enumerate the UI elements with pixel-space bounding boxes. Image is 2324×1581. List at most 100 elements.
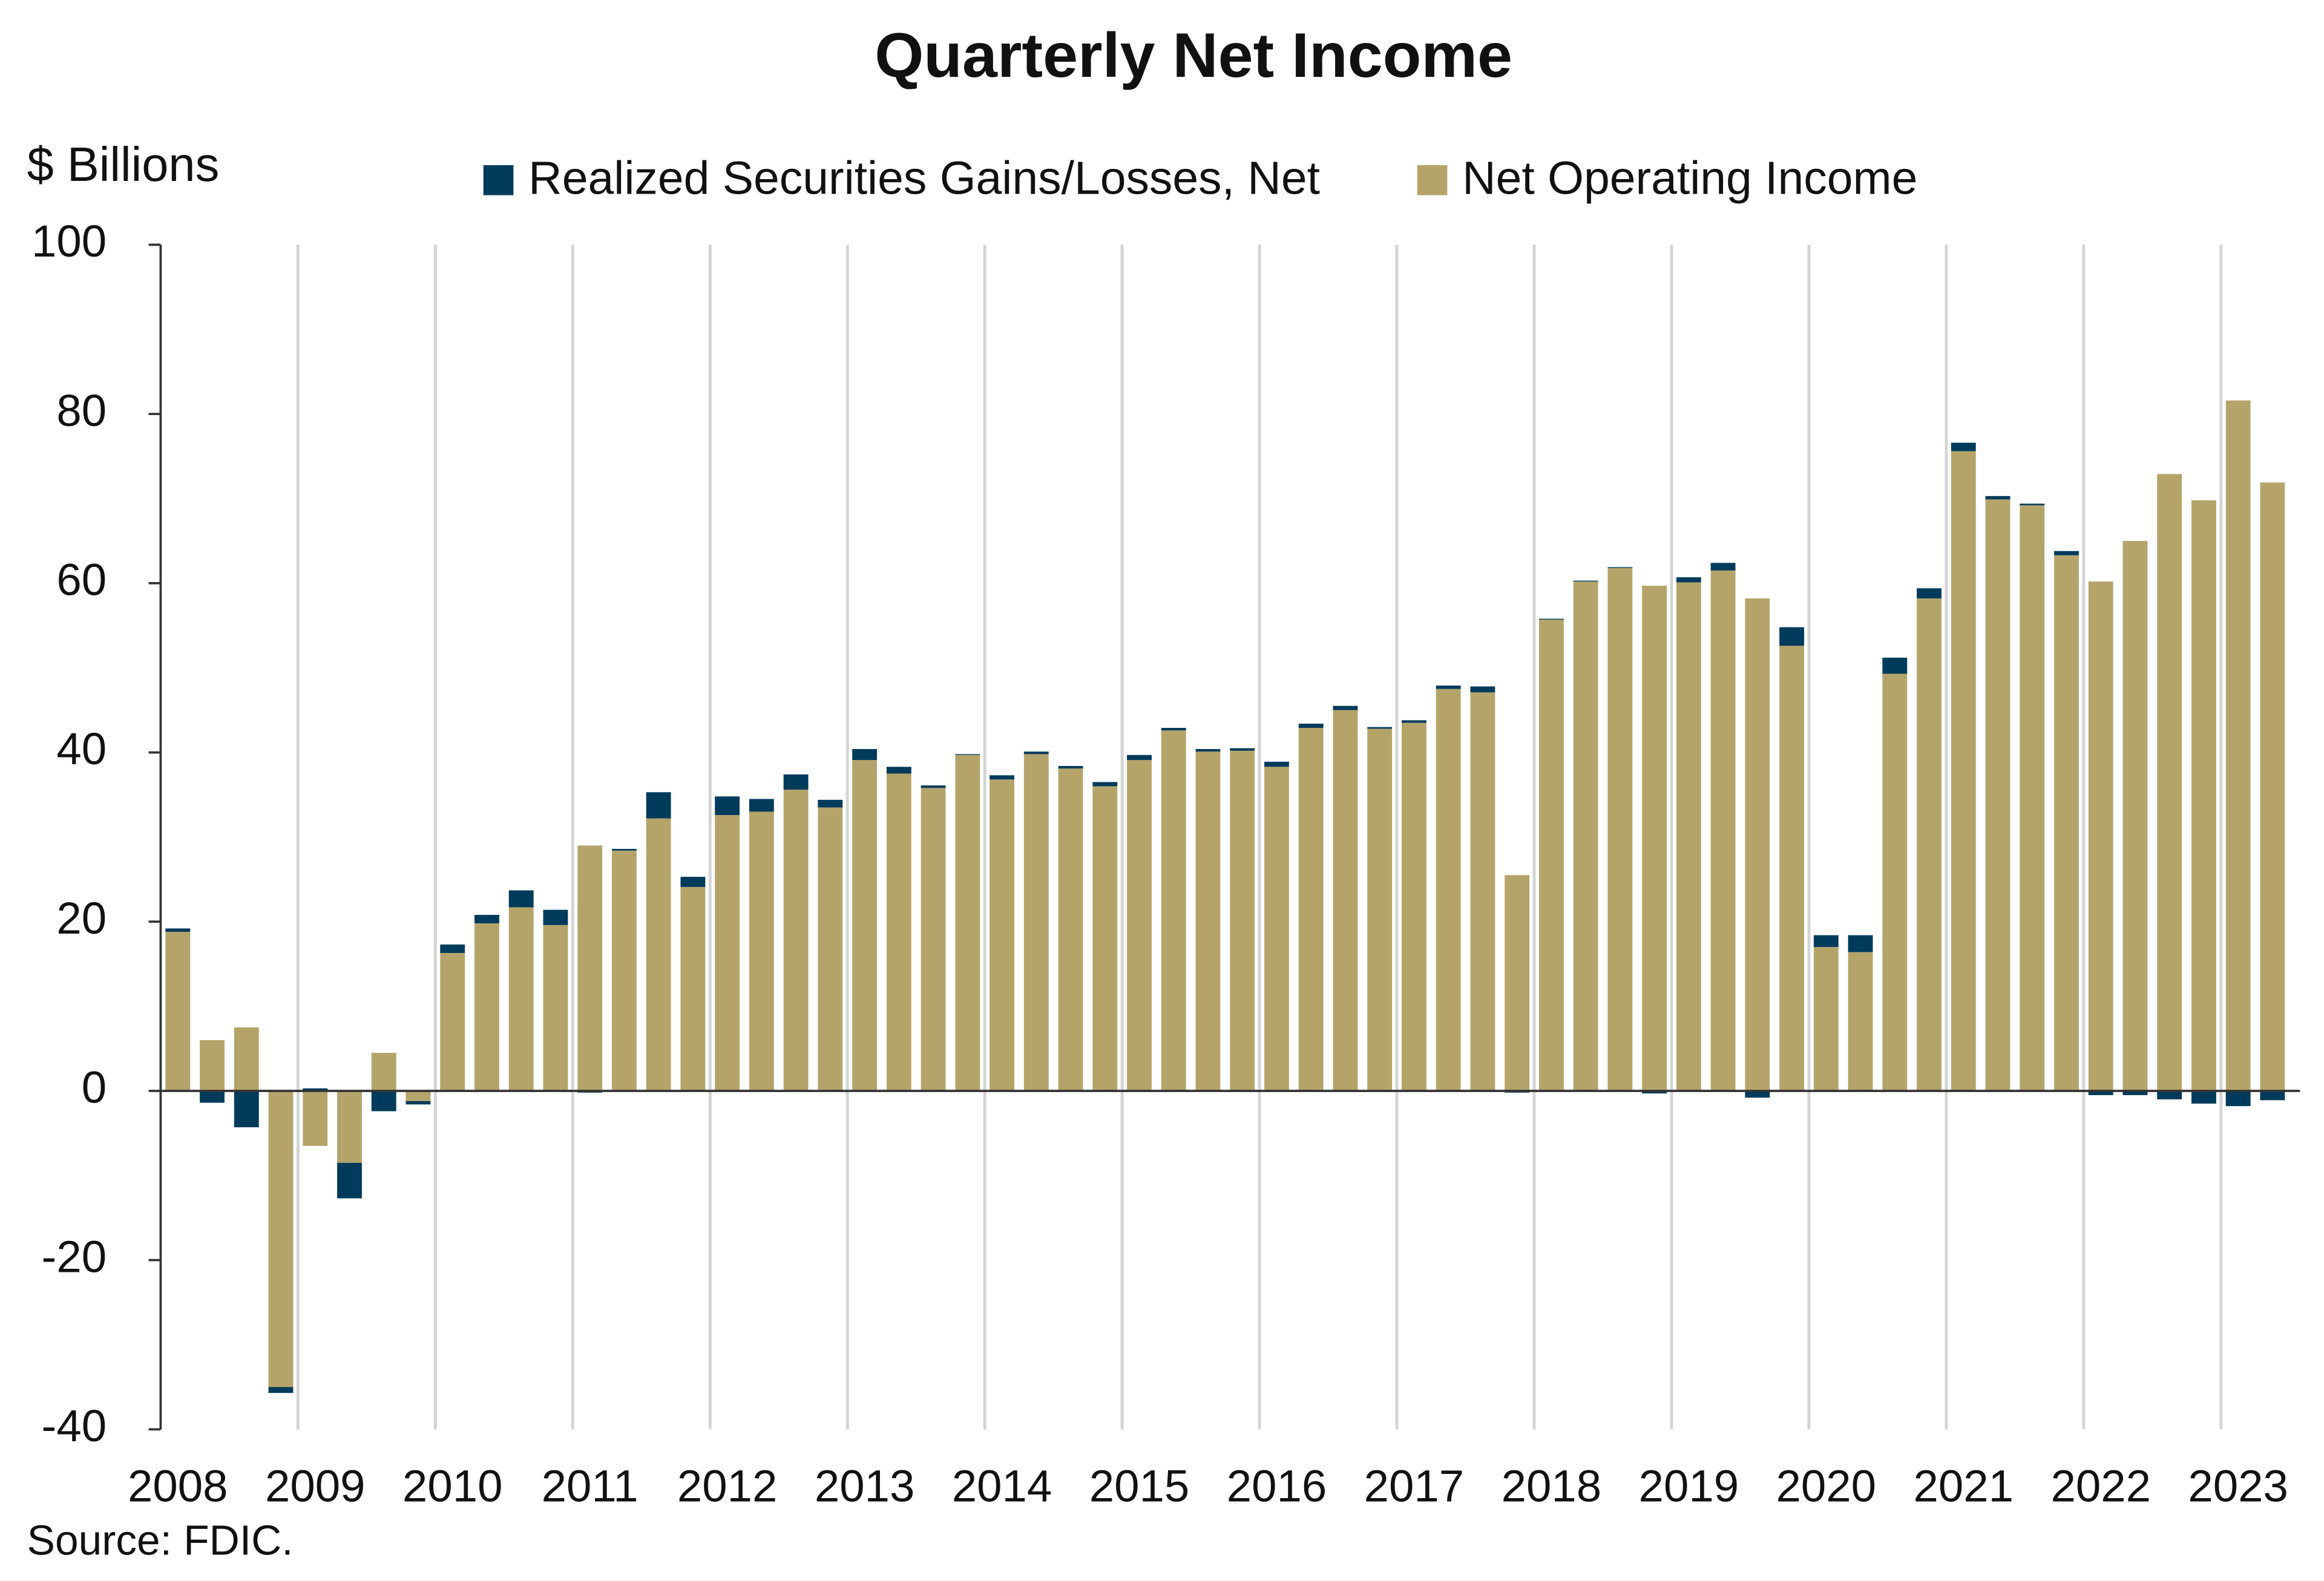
bar-segment <box>371 1053 396 1091</box>
y-tick-label: 100 <box>31 216 107 266</box>
bar-segment <box>1538 618 1564 620</box>
bar-segment <box>1745 598 1770 1091</box>
x-tick-label: 2016 <box>1227 1461 1327 1511</box>
bar-segment <box>2191 1090 2216 1104</box>
bar-segment <box>1985 499 2011 1091</box>
bar-segment <box>921 785 946 788</box>
bar-segment <box>1333 705 1358 710</box>
bar-segment <box>749 799 774 812</box>
bar-segment <box>1367 728 1393 1091</box>
bar-segment <box>2088 1090 2113 1095</box>
y-tick-label: -20 <box>42 1231 107 1281</box>
bar-segment <box>1710 563 1736 571</box>
bar-segment <box>1058 765 1083 769</box>
bar-segment <box>2122 540 2148 1091</box>
bar-segment <box>1779 627 1804 646</box>
bar-segment <box>303 1090 328 1146</box>
bar-segment <box>1538 620 1564 1091</box>
bar-segment <box>1470 686 1495 693</box>
bar-segment <box>886 767 911 774</box>
bar-segment <box>2020 505 2045 1091</box>
bar-segment <box>1470 692 1495 1091</box>
x-tick-label: 2011 <box>542 1461 638 1511</box>
bar-segment <box>1264 767 1289 1091</box>
bar-segment <box>1917 588 1942 599</box>
legend-label: Realized Securities Gains/Losses, Net <box>528 152 1320 205</box>
bar-segment <box>2122 1090 2148 1095</box>
x-tick-label: 2020 <box>1776 1461 1877 1511</box>
bar-segment <box>955 754 980 1091</box>
bar-segment <box>1951 451 1976 1091</box>
bar-segment <box>1607 567 1633 568</box>
x-tick-label: 2018 <box>1502 1461 1602 1511</box>
bar-segment <box>1058 768 1083 1091</box>
bar-segment <box>1676 582 1701 1091</box>
bar-segment <box>234 1090 259 1128</box>
bar-segment <box>405 1101 431 1105</box>
bar-segment <box>268 1090 294 1387</box>
bar-segment <box>2088 581 2113 1091</box>
bar-segment <box>680 877 706 887</box>
bar-segment <box>1642 1090 1667 1094</box>
bar-segment <box>1195 748 1221 752</box>
source-note: Source: FDIC. <box>27 1516 294 1563</box>
bar-segment <box>1882 673 1908 1091</box>
x-tick-label: 2010 <box>402 1461 503 1511</box>
bar-segment <box>749 811 774 1091</box>
x-tick-label: 2008 <box>128 1461 228 1511</box>
x-tick-label: 2019 <box>1639 1461 1739 1511</box>
bar-segment <box>1436 686 1461 689</box>
bar-segment <box>200 1090 225 1103</box>
bar-segment <box>440 944 465 954</box>
bar-segment <box>405 1090 431 1101</box>
bar-segment <box>440 953 465 1091</box>
x-tick-label: 2017 <box>1364 1461 1465 1511</box>
bar-segment <box>1161 728 1186 731</box>
bar-segment <box>1023 754 1049 1091</box>
bar-segment <box>508 890 534 908</box>
bar-segment <box>990 779 1014 1091</box>
bar-segment <box>715 796 740 816</box>
bar-segment <box>371 1090 396 1111</box>
bar-segment <box>1779 646 1804 1091</box>
bar-segment <box>1161 730 1186 1091</box>
bar-segment <box>2225 1090 2251 1107</box>
bar-segment <box>990 775 1014 780</box>
bar-segment <box>1745 1090 1770 1098</box>
bar-segment <box>2054 555 2079 1091</box>
chart-title: Quarterly Net Income <box>875 21 1512 91</box>
bar-segment <box>577 845 603 1091</box>
bar-segment <box>200 1040 225 1091</box>
legend-label: Net Operating Income <box>1462 152 1917 205</box>
bar-segment <box>1985 496 2011 500</box>
bar-segment <box>783 790 809 1091</box>
bar-segment <box>337 1162 362 1199</box>
bar-segment <box>165 932 191 1091</box>
bar-segment <box>2191 500 2216 1091</box>
legend-swatch <box>483 165 514 195</box>
y-tick-label: 0 <box>82 1062 107 1113</box>
bar-segment <box>1710 570 1736 1091</box>
bar-segment <box>1298 724 1324 728</box>
y-tick-label: 40 <box>56 724 107 774</box>
bar-segment <box>303 1088 328 1091</box>
bar-segment <box>1882 657 1908 674</box>
bar-segment <box>1607 568 1633 1091</box>
bar-segment <box>1333 710 1358 1091</box>
bar-segment <box>543 925 568 1091</box>
bar-segment <box>1298 728 1324 1091</box>
bar-segment <box>1230 750 1255 1091</box>
x-tick-label: 2015 <box>1089 1461 1190 1511</box>
x-tick-label: 2021 <box>1913 1461 2014 1511</box>
bar-segment <box>921 788 946 1091</box>
bar-segment <box>1642 586 1667 1091</box>
x-tick-label: 2023 <box>2188 1461 2288 1511</box>
bar-segment <box>1230 748 1255 751</box>
bar-segment <box>1848 935 1873 952</box>
bar-segment <box>2260 482 2285 1091</box>
bar-segment <box>611 850 637 1091</box>
bar-segment <box>646 792 671 819</box>
bar-segment <box>1813 935 1839 948</box>
bar-segment <box>2225 400 2251 1091</box>
